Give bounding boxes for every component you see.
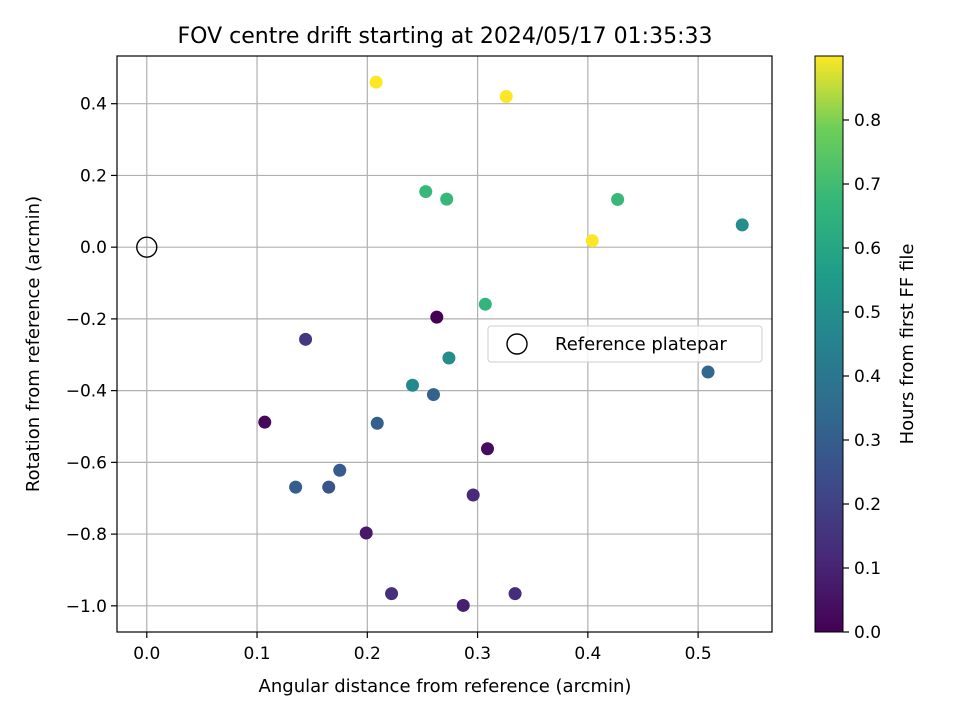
data-point bbox=[419, 185, 433, 199]
colorbar-tick-label: 0.8 bbox=[854, 111, 881, 131]
x-tick-label: 0.2 bbox=[354, 644, 381, 664]
data-point bbox=[442, 351, 456, 365]
colorbar-tick-label: 0.6 bbox=[854, 239, 881, 259]
data-point bbox=[385, 587, 399, 601]
data-point bbox=[585, 234, 599, 248]
y-tick-label: −0.2 bbox=[66, 310, 107, 330]
data-point bbox=[359, 526, 373, 540]
y-tick-label: 0.4 bbox=[80, 95, 107, 115]
data-point bbox=[478, 297, 492, 311]
colorbar-gradient bbox=[814, 55, 844, 633]
data-point bbox=[611, 192, 625, 206]
x-tick-label: 0.4 bbox=[574, 644, 601, 664]
y-axis-label: Rotation from reference (arcmin) bbox=[23, 196, 44, 492]
legend-entry-label: Reference platepar bbox=[555, 334, 727, 355]
data-point bbox=[406, 378, 420, 392]
x-tick-label: 0.0 bbox=[133, 644, 160, 664]
data-points bbox=[136, 75, 749, 612]
x-tick-label: 0.1 bbox=[244, 644, 271, 664]
y-tick-label: 0.0 bbox=[80, 238, 107, 258]
chart-title: FOV centre drift starting at 2024/05/17 … bbox=[178, 24, 713, 49]
y-tick-label: −1.0 bbox=[66, 597, 107, 617]
colorbar: 0.0 0.1 0.2 0.3 0.4 0.5 0.6 0.7 0.8 Hours from f… bbox=[814, 55, 918, 643]
x-axis-label: Angular distance from reference (arcmin) bbox=[259, 676, 632, 697]
x-axis-ticks: 0.0 0.1 0.2 0.3 0.4 0.5 bbox=[133, 632, 712, 664]
data-point bbox=[369, 75, 383, 89]
colorbar-tick-label: 0.1 bbox=[854, 559, 881, 579]
data-point bbox=[258, 415, 272, 429]
data-point bbox=[701, 365, 715, 379]
y-tick-label: −0.8 bbox=[66, 525, 107, 545]
colorbar-tick-label: 0.3 bbox=[854, 431, 881, 451]
data-point bbox=[508, 587, 522, 601]
legend: Reference platepar bbox=[487, 325, 763, 363]
y-tick-label: 0.2 bbox=[80, 166, 107, 186]
colorbar-label: Hours from first FF file bbox=[897, 244, 918, 445]
data-point bbox=[499, 90, 513, 104]
reference-platepar-marker bbox=[136, 236, 158, 258]
legend-marker-open-circle bbox=[506, 333, 528, 355]
legend-box bbox=[487, 325, 763, 363]
data-point bbox=[299, 332, 313, 346]
data-point bbox=[440, 192, 454, 206]
data-point bbox=[426, 388, 440, 402]
x-tick-label: 0.3 bbox=[464, 644, 491, 664]
colorbar-tick-label: 0.4 bbox=[854, 367, 881, 387]
data-point bbox=[333, 463, 347, 477]
data-point bbox=[735, 218, 749, 232]
y-tick-label: −0.6 bbox=[66, 453, 107, 473]
colorbar-ticks: 0.0 0.1 0.2 0.3 0.4 0.5 0.6 0.7 0.8 bbox=[843, 111, 881, 643]
colorbar-tick-label: 0.7 bbox=[854, 175, 881, 195]
colorbar-tick-label: 0.0 bbox=[854, 623, 881, 643]
data-point bbox=[370, 416, 384, 430]
x-tick-label: 0.5 bbox=[685, 644, 712, 664]
data-point bbox=[466, 488, 480, 502]
colorbar-tick-label: 0.5 bbox=[854, 303, 881, 323]
plot-area-frame bbox=[116, 55, 773, 633]
y-axis-ticks: 0.4 0.2 0.0 −0.2 −0.4 −0.6 −0.8 −1.0 bbox=[66, 95, 117, 617]
data-point bbox=[481, 442, 495, 456]
data-point bbox=[322, 480, 336, 494]
y-tick-label: −0.4 bbox=[66, 382, 107, 402]
data-point bbox=[456, 598, 470, 612]
data-point bbox=[289, 480, 303, 494]
data-point bbox=[430, 310, 444, 324]
colorbar-tick-label: 0.2 bbox=[854, 495, 881, 515]
